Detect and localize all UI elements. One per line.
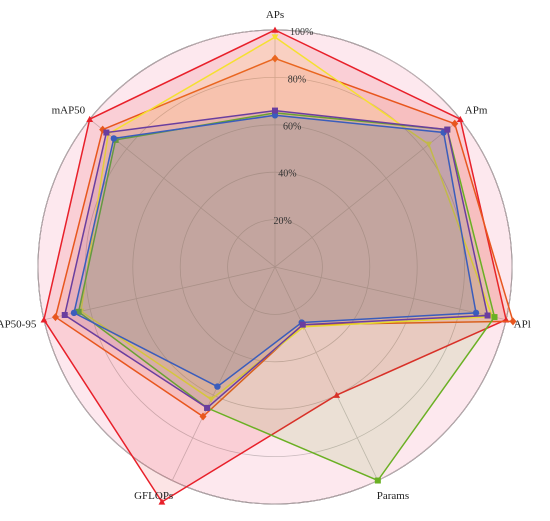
data-point: [103, 129, 110, 136]
axis-label: APs: [266, 9, 284, 21]
data-point: [451, 119, 459, 128]
data-point: [40, 316, 48, 323]
series-area: [54, 57, 514, 418]
series-4: [75, 109, 498, 484]
series-layer: [40, 26, 517, 505]
data-point: [214, 383, 221, 390]
spoke: [274, 266, 507, 321]
series-area: [43, 29, 507, 503]
axis-label: GFLOPs: [134, 490, 173, 502]
series-5: [70, 112, 480, 390]
data-point: [51, 313, 59, 322]
data-point: [207, 396, 215, 403]
series-area: [63, 109, 489, 409]
data-point: [70, 309, 78, 317]
data-point: [425, 141, 433, 148]
data-point: [299, 321, 306, 328]
series-2: [51, 54, 517, 421]
spoke: [171, 266, 276, 481]
data-point: [472, 309, 480, 317]
data-point: [75, 308, 82, 315]
data-point: [271, 26, 279, 33]
data-point: [199, 412, 207, 421]
series-area: [73, 114, 477, 388]
spoke: [274, 266, 379, 481]
axis-label: Params: [377, 490, 409, 502]
data-point: [61, 311, 68, 318]
data-point: [509, 317, 517, 326]
radar-grid: [37, 29, 513, 505]
data-point: [271, 34, 279, 41]
data-point: [271, 54, 279, 63]
tick-label: 40%: [278, 169, 296, 180]
data-point: [333, 391, 341, 398]
data-point: [484, 312, 491, 319]
series-area: [77, 112, 496, 482]
data-point: [272, 107, 278, 114]
series-6: [61, 107, 491, 411]
axis-label: mAP50: [52, 104, 86, 116]
axis-label: APm: [465, 104, 488, 116]
tick-label: 60%: [283, 122, 301, 133]
tick-labels: 20% 40% 60% 80% 100%: [274, 27, 314, 227]
data-point: [204, 404, 211, 411]
data-point: [491, 314, 498, 321]
tick-label: 80%: [288, 74, 306, 85]
axis-label: APl: [514, 318, 531, 330]
data-point: [86, 115, 94, 122]
series-1: [40, 26, 510, 505]
tick-label: 20%: [274, 216, 292, 227]
tick-label: 100%: [290, 27, 313, 38]
data-point: [444, 126, 451, 133]
data-point: [158, 498, 166, 505]
data-point: [456, 115, 464, 122]
axis-label: mAP50-95: [0, 318, 37, 330]
data-point: [110, 135, 117, 142]
spoke: [89, 118, 276, 268]
data-point: [271, 112, 279, 119]
axis-labels: APs APm APl Params GFLOPs mAP50-95 mAP50: [0, 9, 531, 502]
data-point: [374, 477, 381, 484]
